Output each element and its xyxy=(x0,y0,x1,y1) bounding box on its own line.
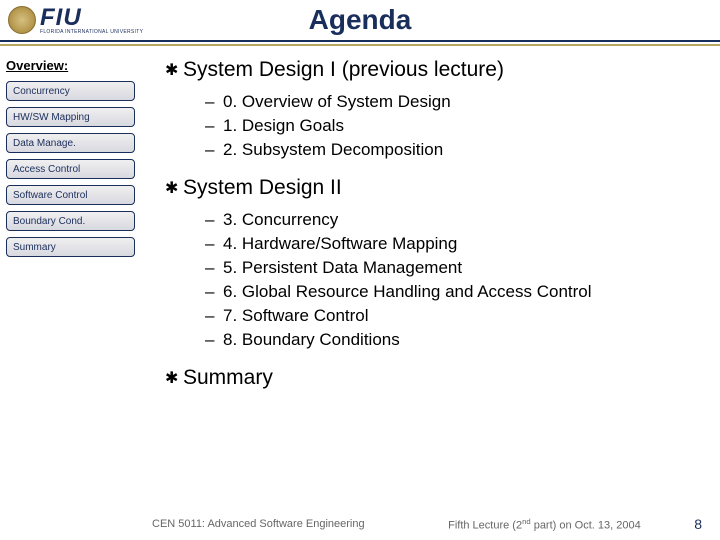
sidebar-item[interactable]: Concurrency xyxy=(6,81,135,101)
dash-bullet-icon: – xyxy=(205,256,223,280)
dash-bullet-icon: – xyxy=(205,208,223,232)
star-bullet-icon: ✱ xyxy=(165,366,183,392)
section-title: ✱System Design II xyxy=(165,176,700,202)
section-title: ✱System Design I (previous lecture) xyxy=(165,58,700,84)
dash-bullet-icon: – xyxy=(205,304,223,328)
dash-bullet-icon: – xyxy=(205,232,223,256)
sub-list: –3. Concurrency–4. Hardware/Software Map… xyxy=(165,208,700,352)
logo-main: FIU xyxy=(40,6,143,30)
footer: CEN 5011: Advanced Software Engineering … xyxy=(0,516,720,532)
body: Overview: Concurrency HW/SW Mapping Data M… xyxy=(0,42,720,512)
sidebar-item[interactable]: HW/SW Mapping xyxy=(6,107,135,127)
sub-list: –0. Overview of System Design–1. Design … xyxy=(165,90,700,162)
list-item: –5. Persistent Data Management xyxy=(205,256,700,280)
dash-bullet-icon: – xyxy=(205,138,223,162)
content: ✱System Design I (previous lecture) –0. O… xyxy=(145,54,720,512)
dash-bullet-icon: – xyxy=(205,328,223,352)
list-item: –6. Global Resource Handling and Access … xyxy=(205,280,700,304)
sidebar: Overview: Concurrency HW/SW Mapping Data M… xyxy=(0,54,145,512)
list-item: –4. Hardware/Software Mapping xyxy=(205,232,700,256)
list-item: –1. Design Goals xyxy=(205,114,700,138)
section-title: ✱Summary xyxy=(165,366,700,392)
list-item: –3. Concurrency xyxy=(205,208,700,232)
section: ✱System Design I (previous lecture) –0. O… xyxy=(165,58,700,162)
logo-text: FIU FLORIDA INTERNATIONAL UNIVERSITY xyxy=(40,6,143,35)
sidebar-item[interactable]: Summary xyxy=(6,237,135,257)
list-item: –0. Overview of System Design xyxy=(205,90,700,114)
sidebar-heading: Overview: xyxy=(6,58,135,73)
sidebar-item[interactable]: Software Control xyxy=(6,185,135,205)
list-item: –8. Boundary Conditions xyxy=(205,328,700,352)
page-title: Agenda xyxy=(145,4,720,36)
footer-course: CEN 5011: Advanced Software Engineering xyxy=(12,518,365,530)
dash-bullet-icon: – xyxy=(205,114,223,138)
dash-bullet-icon: – xyxy=(205,280,223,304)
page-number: 8 xyxy=(694,516,708,532)
star-bullet-icon: ✱ xyxy=(165,58,183,84)
sidebar-item[interactable]: Boundary Cond. xyxy=(6,211,135,231)
sidebar-item[interactable]: Access Control xyxy=(6,159,135,179)
section: ✱Summary xyxy=(165,366,700,392)
university-seal-icon xyxy=(8,6,36,34)
section: ✱System Design II –3. Concurrency–4. Hard… xyxy=(165,176,700,352)
logo-sub: FLORIDA INTERNATIONAL UNIVERSITY xyxy=(40,30,143,35)
logo: FIU FLORIDA INTERNATIONAL UNIVERSITY xyxy=(0,6,145,35)
list-item: –2. Subsystem Decomposition xyxy=(205,138,700,162)
header: FIU FLORIDA INTERNATIONAL UNIVERSITY Age… xyxy=(0,0,720,42)
sidebar-item[interactable]: Data Manage. xyxy=(6,133,135,153)
star-bullet-icon: ✱ xyxy=(165,176,183,202)
list-item: –7. Software Control xyxy=(205,304,700,328)
dash-bullet-icon: – xyxy=(205,90,223,114)
footer-lecture: Fifth Lecture (2nd part) on Oct. 13, 200… xyxy=(365,517,695,532)
